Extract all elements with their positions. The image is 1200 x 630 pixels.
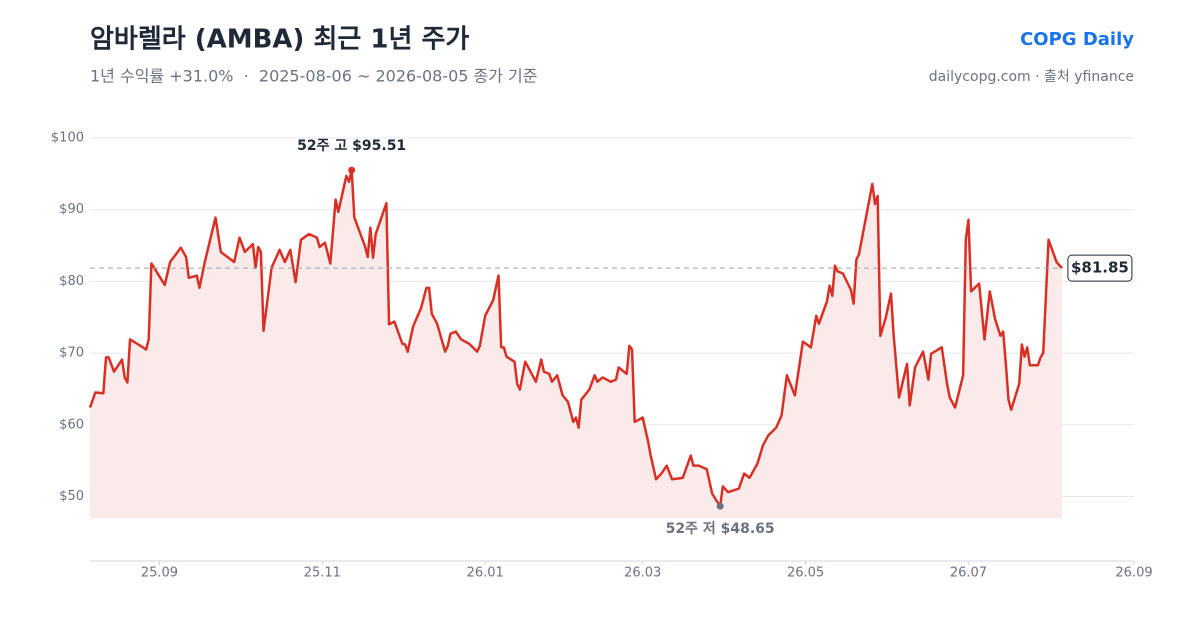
x-tick-label: 26.05 (787, 566, 824, 581)
chart-subtitle: 1년 수익률 +31.0% · 2025-08-06 ~ 2026-08-05 … (90, 67, 538, 86)
x-tick-label: 26.01 (467, 566, 504, 581)
y-tick-label: $60 (59, 417, 84, 432)
y-tick-label: $50 (59, 489, 84, 504)
source: dailycopg.com · 출처 yfinance (929, 69, 1134, 85)
price-line (88, 168, 1063, 508)
y-tick-label: $80 (59, 274, 84, 289)
annotation-label: 52주 저 $48.65 (666, 521, 775, 537)
annotation-dot (716, 502, 724, 510)
chart-title: 암바렐라 (AMBA) 최근 1년 주가 (90, 25, 469, 55)
x-tick-label: 26.07 (950, 566, 987, 581)
reference-label-box (1067, 254, 1133, 282)
x-tick-label: 26.09 (1115, 566, 1152, 581)
x-tick-label: 25.09 (141, 566, 178, 581)
x-tick-label: 25.11 (304, 566, 341, 581)
y-tick-label: $90 (59, 202, 84, 217)
annotation-label: 52주 고 $95.51 (297, 138, 406, 154)
reference-label: $81.85 (1071, 259, 1129, 277)
area-fill (90, 170, 1062, 519)
y-tick-label: $100 (51, 131, 84, 146)
x-tick-label: 26.03 (624, 566, 661, 581)
brand: COPG Daily (1020, 29, 1134, 50)
annotation-dot (348, 166, 356, 174)
y-tick-label: $70 (59, 346, 84, 361)
